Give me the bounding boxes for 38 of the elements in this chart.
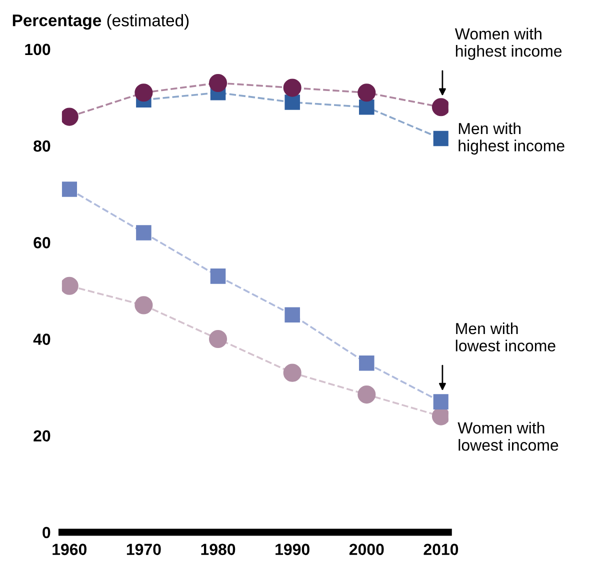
point (283, 364, 302, 382)
text: Men with lowest income (456, 322, 556, 352)
point (359, 99, 374, 115)
point (136, 225, 152, 240)
series-label: Women with lowest income (458, 422, 558, 451)
y-tick-label: 20 (34, 430, 50, 442)
point (62, 182, 78, 197)
y-tick-label: 80 (34, 140, 50, 152)
point (62, 108, 78, 126)
point (358, 386, 376, 404)
point (208, 330, 228, 348)
point (358, 84, 376, 102)
chart-subtitle: (estimated) (107, 14, 189, 30)
text: Women with highest income (454, 28, 562, 60)
point (284, 307, 300, 322)
y-tick-label: 60 (34, 237, 50, 248)
point (134, 84, 153, 102)
point (62, 276, 78, 295)
point (359, 356, 374, 371)
x-tick-label: 1970 (126, 544, 161, 556)
point (283, 78, 302, 97)
x-tick-label: 2010 (424, 544, 458, 556)
x-tick-label: 1960 (52, 544, 86, 556)
series-label: Men with highest income (458, 122, 564, 155)
point (432, 98, 448, 116)
point (210, 268, 226, 284)
y-tick-label: 40 (33, 334, 50, 345)
y-tick-label: 100 (25, 44, 50, 56)
point (208, 74, 228, 92)
x-tick-label: 1990 (276, 544, 310, 556)
point (284, 94, 300, 110)
y-tick-label: 0 (42, 526, 50, 538)
point (433, 130, 448, 146)
x-tick-label: 2000 (349, 544, 384, 556)
point (433, 394, 448, 410)
x-tick-label: 1980 (201, 544, 236, 556)
chart-title: Percentage (12, 14, 102, 30)
point (134, 296, 153, 314)
